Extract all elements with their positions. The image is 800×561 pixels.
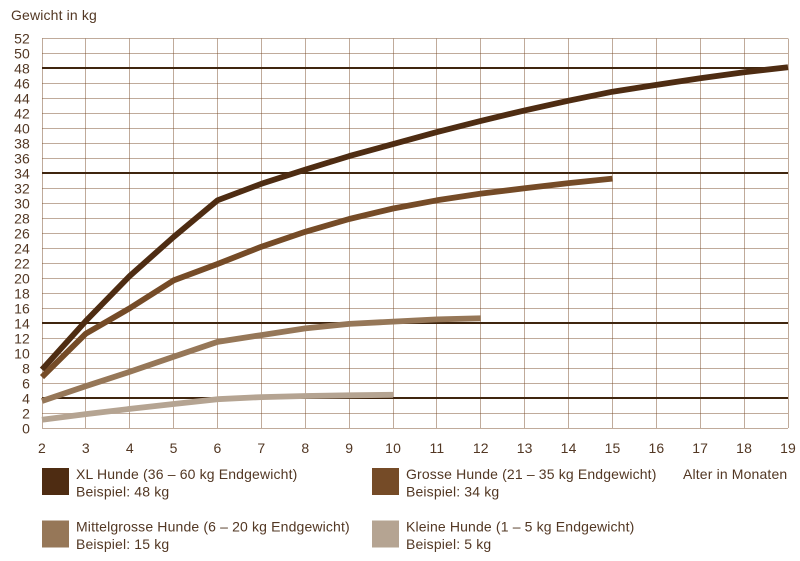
svg-text:Alter in Monaten: Alter in Monaten bbox=[683, 466, 787, 482]
svg-text:Kleine Hunde (1 – 5 kg Endgewi: Kleine Hunde (1 – 5 kg Endgewicht) bbox=[406, 518, 634, 534]
svg-text:0: 0 bbox=[22, 421, 30, 437]
svg-text:8: 8 bbox=[22, 361, 30, 377]
svg-text:10: 10 bbox=[14, 346, 30, 362]
svg-text:17: 17 bbox=[692, 440, 708, 456]
svg-text:2: 2 bbox=[22, 406, 30, 422]
svg-text:14: 14 bbox=[561, 440, 577, 456]
svg-text:16: 16 bbox=[648, 440, 664, 456]
svg-text:Mittelgrosse Hunde (6 – 20 kg: Mittelgrosse Hunde (6 – 20 kg Endgewicht… bbox=[76, 518, 350, 534]
svg-text:30: 30 bbox=[14, 196, 30, 212]
svg-text:XL Hunde (36 – 60 kg Endgewich: XL Hunde (36 – 60 kg Endgewicht) bbox=[76, 466, 297, 482]
svg-text:19: 19 bbox=[780, 440, 796, 456]
svg-text:4: 4 bbox=[22, 391, 30, 407]
svg-text:8: 8 bbox=[301, 440, 309, 456]
svg-text:3: 3 bbox=[82, 440, 90, 456]
svg-text:28: 28 bbox=[14, 211, 30, 227]
svg-text:32: 32 bbox=[14, 181, 30, 197]
svg-text:42: 42 bbox=[14, 106, 30, 122]
svg-text:38: 38 bbox=[14, 136, 30, 152]
svg-text:4: 4 bbox=[126, 440, 134, 456]
svg-text:34: 34 bbox=[14, 166, 30, 182]
svg-text:26: 26 bbox=[14, 226, 30, 242]
svg-text:14: 14 bbox=[14, 316, 30, 332]
svg-text:12: 12 bbox=[14, 331, 30, 347]
svg-text:Grosse Hunde (21 – 35 kg Endge: Grosse Hunde (21 – 35 kg Endgewicht) bbox=[406, 466, 657, 482]
svg-text:Beispiel: 48 kg: Beispiel: 48 kg bbox=[76, 484, 169, 500]
svg-text:5: 5 bbox=[170, 440, 178, 456]
svg-text:12: 12 bbox=[473, 440, 489, 456]
svg-text:Beispiel: 5 kg: Beispiel: 5 kg bbox=[406, 536, 491, 552]
svg-text:9: 9 bbox=[345, 440, 353, 456]
svg-text:44: 44 bbox=[14, 91, 30, 107]
svg-text:7: 7 bbox=[257, 440, 265, 456]
svg-text:13: 13 bbox=[517, 440, 533, 456]
svg-text:Beispiel: 34 kg: Beispiel: 34 kg bbox=[406, 484, 499, 500]
svg-text:48: 48 bbox=[14, 61, 30, 77]
svg-text:46: 46 bbox=[14, 76, 30, 92]
svg-text:6: 6 bbox=[214, 440, 222, 456]
svg-text:Gewicht in kg: Gewicht in kg bbox=[11, 7, 97, 23]
svg-text:36: 36 bbox=[14, 151, 30, 167]
svg-text:10: 10 bbox=[385, 440, 401, 456]
svg-text:18: 18 bbox=[736, 440, 752, 456]
svg-text:24: 24 bbox=[14, 241, 30, 257]
svg-text:18: 18 bbox=[14, 286, 30, 302]
svg-text:6: 6 bbox=[22, 376, 30, 392]
svg-text:11: 11 bbox=[429, 440, 444, 456]
svg-text:16: 16 bbox=[14, 301, 30, 317]
svg-text:2: 2 bbox=[38, 440, 46, 456]
svg-text:Beispiel: 15 kg: Beispiel: 15 kg bbox=[76, 536, 169, 552]
svg-text:22: 22 bbox=[14, 256, 30, 272]
svg-text:40: 40 bbox=[14, 121, 30, 137]
svg-text:50: 50 bbox=[14, 46, 30, 62]
svg-text:15: 15 bbox=[605, 440, 621, 456]
svg-text:20: 20 bbox=[14, 271, 30, 287]
svg-text:52: 52 bbox=[14, 31, 30, 47]
